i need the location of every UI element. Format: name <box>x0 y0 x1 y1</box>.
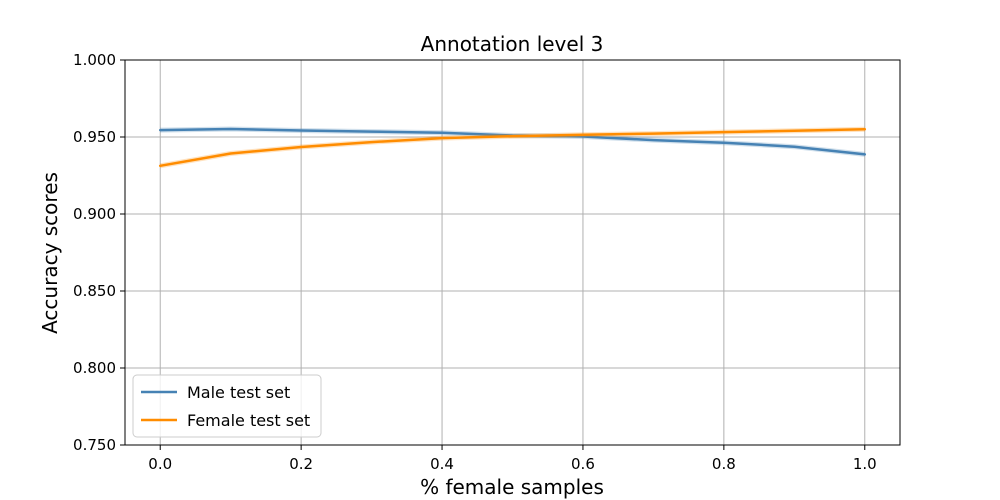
y-tick-label: 1.000 <box>73 51 116 69</box>
x-tick-label: 0.8 <box>712 455 736 473</box>
y-tick-label: 0.850 <box>73 282 116 300</box>
legend: Male test set Female test set <box>132 374 322 438</box>
legend-label-male: Male test set <box>187 383 290 402</box>
x-axis-label: % female samples <box>420 475 604 499</box>
series-lines <box>158 126 867 169</box>
y-tick-label: 0.750 <box>73 436 116 454</box>
plot-frame <box>124 59 901 446</box>
y-tick-label: 0.800 <box>73 359 116 377</box>
x-tick-label: 0.2 <box>289 455 313 473</box>
x-tick-label: 0.6 <box>571 455 595 473</box>
chart-title: Annotation level 3 <box>421 32 604 56</box>
series-line-female-test-set <box>158 128 867 168</box>
y-axis-label: Accuracy scores <box>38 172 62 334</box>
legend-box <box>132 374 322 438</box>
x-tick-label: 1.0 <box>853 455 877 473</box>
legend-label-female: Female test set <box>187 411 310 430</box>
y-tick-label: 0.950 <box>73 128 116 146</box>
x-tick-label: 0.4 <box>430 455 454 473</box>
y-tick-label: 0.900 <box>73 205 116 223</box>
y-axis-ticks: 0.750 0.800 0.850 0.900 0.950 1.000 <box>73 51 125 454</box>
x-tick-label: 0.0 <box>148 455 172 473</box>
x-axis-ticks: 0.0 0.2 0.4 0.6 0.8 1.0 <box>148 445 877 473</box>
